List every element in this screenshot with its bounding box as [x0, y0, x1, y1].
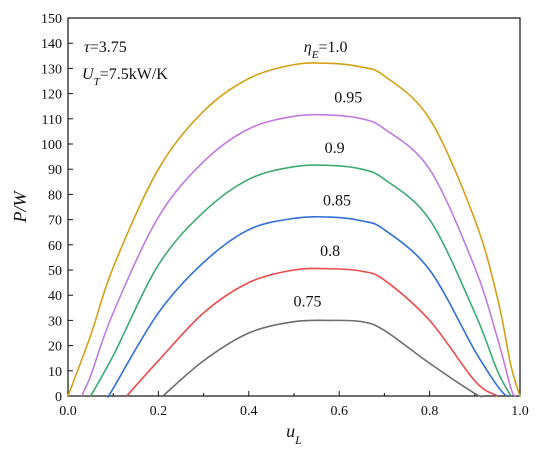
- y-tick-label: 30: [48, 314, 62, 329]
- y-tick-label: 140: [41, 37, 62, 52]
- x-tick-label: 0.0: [59, 404, 77, 419]
- series-labels: ηE=1.0 0.95 0.9 0.85 0.8 0.75: [294, 39, 363, 311]
- y-axis-title: P/W: [10, 190, 30, 224]
- y-tick-label: 20: [48, 340, 62, 355]
- y-tick-label: 120: [41, 88, 62, 103]
- series-line: [107, 215, 508, 398]
- series-label: ηE=1.0: [304, 39, 348, 61]
- x-tick-label: 0.6: [330, 404, 348, 419]
- y-tick-label: 60: [48, 239, 62, 254]
- series-label: 0.8: [320, 243, 340, 260]
- y-tick-label: 150: [41, 12, 62, 27]
- y-tick-label: 50: [48, 264, 62, 279]
- series-line: [162, 319, 485, 398]
- series-line: [67, 62, 521, 397]
- series-line: [80, 113, 517, 397]
- y-tick-label: 70: [48, 214, 62, 229]
- annotation-ut: UT=7.5kW/K: [82, 66, 168, 88]
- y-tick-label: 40: [48, 289, 62, 304]
- y-tick-label: 0: [55, 390, 62, 405]
- x-tick-label: 0.4: [240, 404, 258, 419]
- x-tick-label: 0.8: [421, 404, 439, 419]
- series-label: 0.85: [323, 193, 351, 210]
- y-tick-label: 110: [42, 113, 62, 128]
- series-label: 0.75: [294, 294, 322, 311]
- y-tick-label: 100: [41, 138, 62, 153]
- x-tick-label: 0.2: [150, 404, 168, 419]
- series-line: [126, 267, 498, 397]
- annotation-tau: τ=3.75: [84, 39, 127, 56]
- y-tick-label: 10: [48, 365, 62, 380]
- y-ticks: 0 10 20 30 40 50 60 70 80 90 100 110 120 130 140 150: [41, 12, 73, 405]
- series-label: 0.95: [334, 89, 362, 106]
- x-ticks: 0.0 0.2 0.4 0.6 0.8 1.0: [59, 391, 529, 419]
- y-tick-label: 130: [41, 62, 62, 77]
- series-label: 0.9: [325, 140, 345, 157]
- series-line: [89, 164, 512, 397]
- x-axis-title: uL: [286, 421, 302, 447]
- y-tick-label: 90: [48, 163, 62, 178]
- y-tick-label: 80: [48, 188, 62, 203]
- series-layer: [67, 62, 521, 398]
- x-tick-label: 1.0: [511, 404, 529, 419]
